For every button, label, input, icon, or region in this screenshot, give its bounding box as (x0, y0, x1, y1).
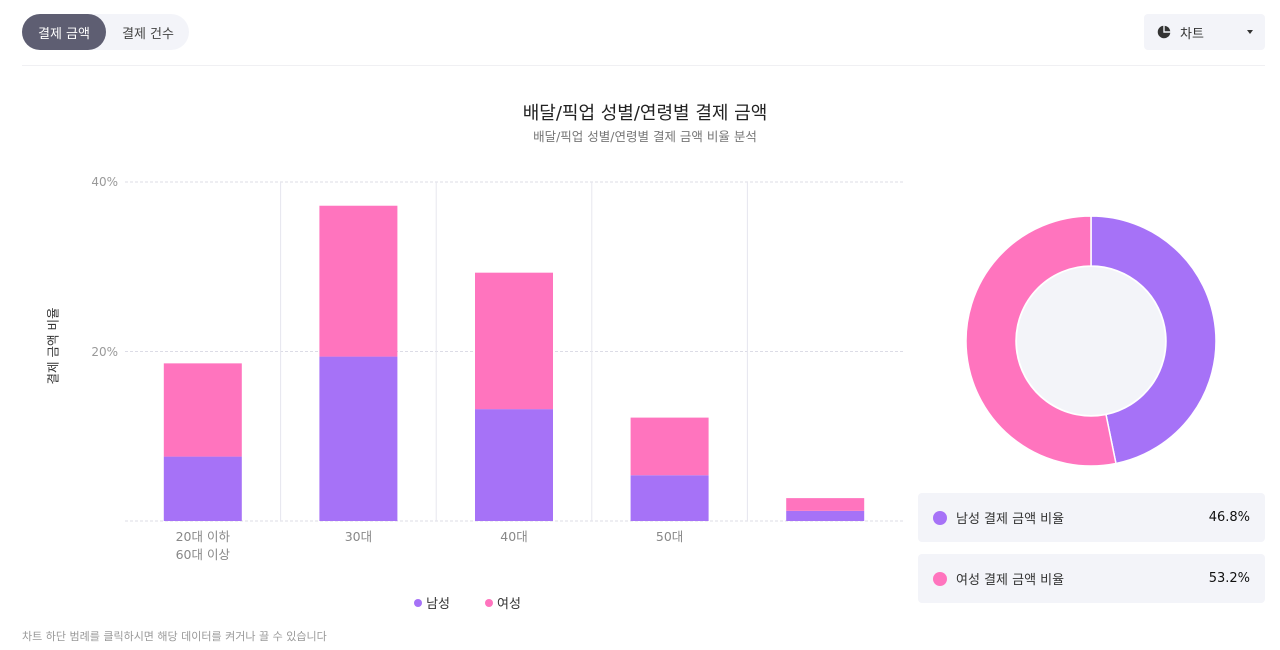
bar-segment-male[interactable] (163, 456, 242, 521)
x-tick-line: 20대 이하 (175, 529, 230, 544)
bar-segment-male[interactable] (319, 356, 398, 521)
bar-segment-female[interactable] (163, 363, 242, 457)
x-tick-line: 40대 (500, 529, 528, 544)
bar-segment-male[interactable] (786, 510, 865, 521)
donut-hole (1017, 267, 1165, 415)
donut-slice-male[interactable] (1090, 215, 1217, 465)
chart-type-dropdown[interactable]: 차트 (1144, 14, 1265, 50)
stat-value-male: 46.8% (1208, 510, 1250, 525)
donut-chart (965, 215, 1217, 467)
x-tick-label: 40대 (436, 528, 592, 546)
x-tick-line: 30대 (344, 529, 373, 544)
x-tick-label: 30대 (280, 528, 436, 546)
stat-label-female: 여성 결제 금액 비율 (956, 573, 1065, 588)
legend-label-male: 남성 (426, 597, 450, 612)
x-tick-label: 50대 (592, 528, 748, 546)
stat-label-male: 남성 결제 금액 비율 (956, 512, 1065, 527)
legend-hint: 차트 하단 범례를 클릭하시면 해당 데이터를 켜거나 끌 수 있습니다 (22, 630, 327, 643)
y-tick-40: 40% (91, 175, 118, 189)
stat-card-male: 남성 결제 금액 비율 46.8% (918, 493, 1265, 542)
chart-legend: 남성 여성 (0, 593, 920, 612)
bar-segment-female[interactable] (630, 417, 709, 476)
metric-toggle: 결제 금액 결제 건수 (22, 14, 189, 50)
male-dot-icon (933, 510, 947, 525)
donut-slice-female[interactable] (965, 215, 1117, 467)
legend-dot-female (485, 598, 493, 607)
bar-segment-male[interactable] (630, 475, 709, 521)
y-tick-20: 20% (91, 345, 118, 359)
bar-segment-female[interactable] (786, 498, 865, 511)
pie-chart-icon (1157, 25, 1171, 39)
legend-label-female: 여성 (497, 597, 521, 612)
chart-type-label: 차트 (1180, 26, 1204, 42)
legend-item-male[interactable]: 남성 (399, 593, 450, 612)
bar-segment-female[interactable] (319, 205, 398, 357)
bar-segment-male[interactable] (475, 409, 553, 521)
female-dot-icon (933, 571, 947, 586)
legend-dot-male (414, 598, 423, 607)
bar-segment-female[interactable] (475, 272, 553, 410)
chevron-down-icon (1247, 30, 1253, 34)
header-divider (22, 65, 1265, 66)
stat-value-female: 53.2% (1208, 571, 1250, 586)
chart-title: 배달/픽업 성별/연령별 결제 금액 (522, 103, 768, 124)
stat-card-female: 여성 결제 금액 비율 53.2% (918, 554, 1265, 603)
x-tick-label: 20대 이하 60대 이상 (125, 528, 281, 564)
x-tick-line: 50대 (655, 529, 684, 544)
stacked-bar-chart (125, 181, 903, 522)
chart-subtitle: 배달/픽업 성별/연령별 결제 금액 비율 분석 (533, 129, 757, 144)
toggle-payment-amount[interactable]: 결제 금액 (22, 14, 106, 50)
x-tick-line: 60대 이상 (175, 547, 230, 562)
legend-item-female[interactable]: 여성 (470, 593, 521, 612)
toggle-payment-count[interactable]: 결제 건수 (121, 26, 174, 42)
